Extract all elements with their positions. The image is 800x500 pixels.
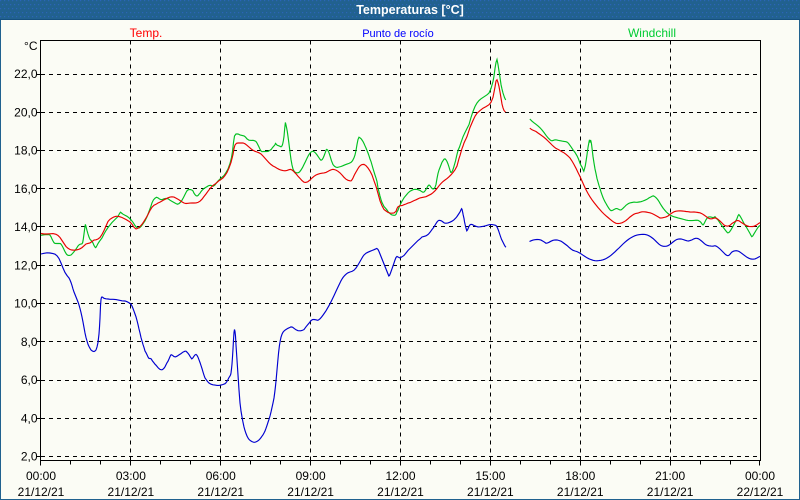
- svg-text:00:00: 00:00: [745, 469, 775, 483]
- svg-text:20,0: 20,0: [14, 105, 38, 119]
- svg-text:18,0: 18,0: [14, 144, 38, 158]
- svg-text:21/12/21: 21/12/21: [647, 485, 694, 499]
- svg-text:14,0: 14,0: [14, 220, 38, 234]
- svg-text:09:00: 09:00: [296, 469, 326, 483]
- svg-text:8,0: 8,0: [21, 335, 38, 349]
- svg-text:21:00: 21:00: [655, 469, 685, 483]
- svg-text:21/12/21: 21/12/21: [197, 485, 244, 499]
- svg-text:22,0: 22,0: [14, 67, 38, 81]
- svg-text:06:00: 06:00: [206, 469, 236, 483]
- svg-text:16,0: 16,0: [14, 182, 38, 196]
- svg-text:03:00: 03:00: [116, 469, 146, 483]
- svg-text:21/12/21: 21/12/21: [467, 485, 514, 499]
- svg-text:10,0: 10,0: [14, 297, 38, 311]
- svg-text:15:00: 15:00: [475, 469, 505, 483]
- svg-text:18:00: 18:00: [565, 469, 595, 483]
- svg-text:Punto de rocío: Punto de rocío: [362, 28, 434, 40]
- svg-text:2,0: 2,0: [21, 450, 38, 464]
- svg-text:21/12/21: 21/12/21: [108, 485, 155, 499]
- svg-text:12,0: 12,0: [14, 258, 38, 272]
- svg-text:21/12/21: 21/12/21: [287, 485, 334, 499]
- svg-text:00:00: 00:00: [26, 469, 56, 483]
- svg-text:6,0: 6,0: [21, 373, 38, 387]
- svg-text:21/12/21: 21/12/21: [557, 485, 604, 499]
- svg-text:21/12/21: 21/12/21: [18, 485, 65, 499]
- svg-text:22/12/21: 22/12/21: [737, 485, 784, 499]
- svg-text:21/12/21: 21/12/21: [377, 485, 424, 499]
- svg-text:Temp.: Temp.: [130, 26, 163, 40]
- svg-text:Temperaturas [°C]: Temperaturas [°C]: [356, 3, 464, 17]
- svg-text:12:00: 12:00: [385, 469, 415, 483]
- svg-text:°C: °C: [24, 39, 38, 53]
- svg-text:4,0: 4,0: [21, 411, 38, 425]
- svg-text:Windchill: Windchill: [628, 26, 676, 40]
